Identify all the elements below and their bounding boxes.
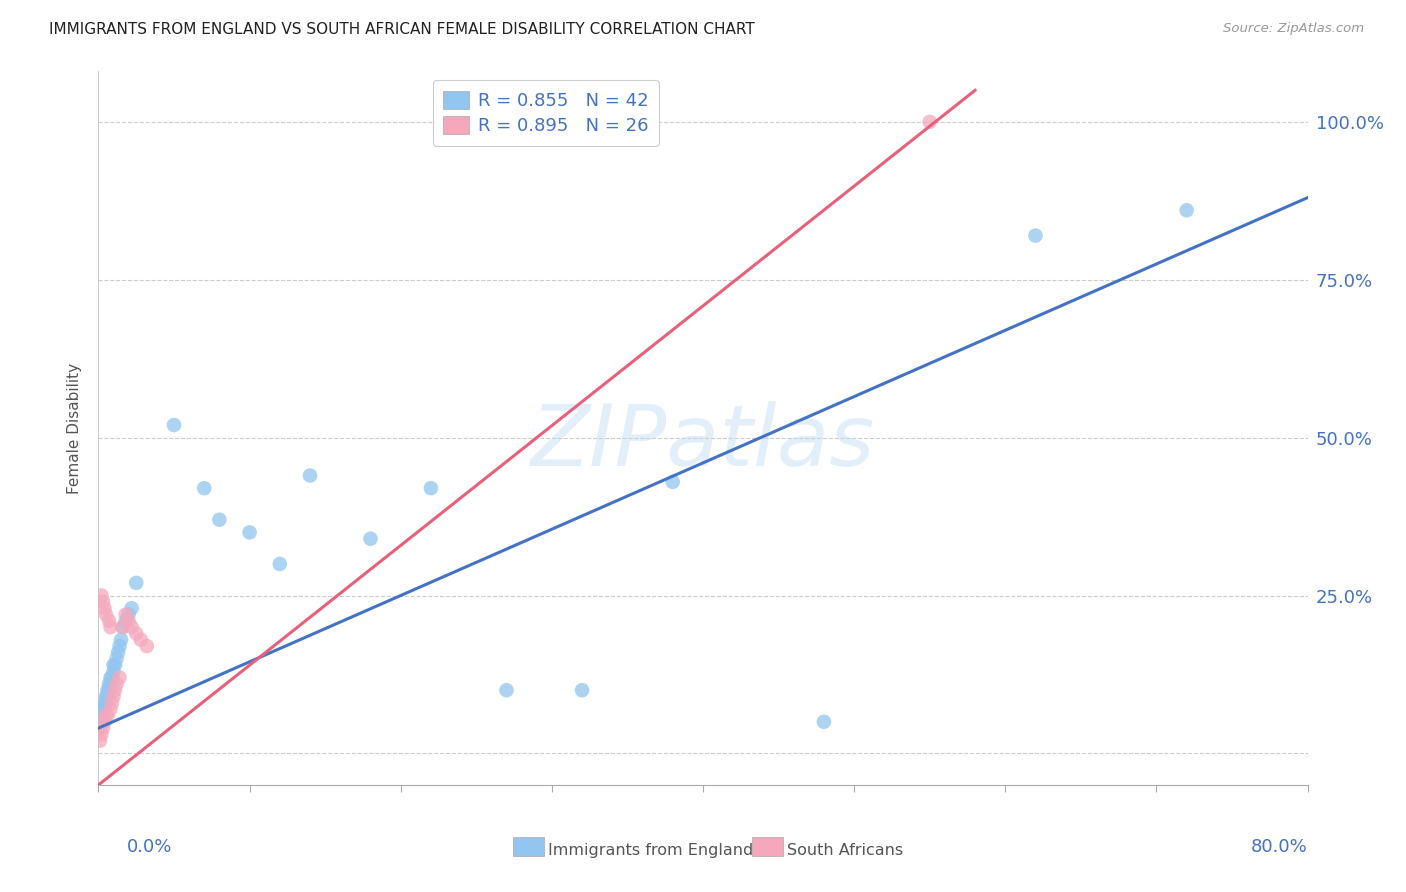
Point <box>571 683 593 698</box>
Point <box>135 639 157 653</box>
Point <box>90 727 112 741</box>
Legend: R = 0.855   N = 42, R = 0.895   N = 26: R = 0.855 N = 42, R = 0.895 N = 26 <box>433 80 659 146</box>
Point <box>90 708 112 723</box>
Point <box>163 417 186 432</box>
Point <box>98 614 121 628</box>
Point <box>100 677 122 691</box>
Point <box>98 683 121 698</box>
FancyBboxPatch shape <box>513 837 544 856</box>
Point <box>118 614 141 628</box>
Point <box>107 645 129 659</box>
Point <box>90 714 112 729</box>
Point <box>100 702 122 716</box>
Point <box>104 657 127 672</box>
Point <box>94 607 117 622</box>
Point <box>114 607 136 622</box>
Point <box>239 525 262 540</box>
Point <box>918 115 941 129</box>
Point <box>420 481 443 495</box>
Point <box>111 620 134 634</box>
Point <box>118 607 141 622</box>
Point <box>111 620 134 634</box>
Point <box>96 683 118 698</box>
Point <box>101 671 124 685</box>
Point <box>93 702 115 716</box>
Point <box>93 696 115 710</box>
Point <box>125 626 148 640</box>
Point <box>94 696 117 710</box>
Text: 0.0%: 0.0% <box>127 838 172 856</box>
Point <box>121 620 143 634</box>
Point <box>91 702 114 716</box>
Point <box>105 651 128 665</box>
Text: Source: ZipAtlas.com: Source: ZipAtlas.com <box>1223 22 1364 36</box>
Point <box>121 601 143 615</box>
Text: ZIPatlas: ZIPatlas <box>531 401 875 484</box>
Point <box>101 696 124 710</box>
Point <box>104 683 127 698</box>
Point <box>129 632 152 647</box>
Point <box>100 620 122 634</box>
Point <box>813 714 835 729</box>
Point <box>94 708 117 723</box>
Y-axis label: Female Disability: Female Disability <box>67 362 83 494</box>
Point <box>94 690 117 704</box>
Point <box>98 677 121 691</box>
Point <box>193 481 215 495</box>
Point <box>93 714 115 729</box>
Point <box>114 614 136 628</box>
Point <box>208 513 231 527</box>
Point <box>103 657 125 672</box>
Point <box>91 708 114 723</box>
Point <box>125 575 148 590</box>
Point <box>93 601 115 615</box>
Point <box>89 721 111 735</box>
Point <box>105 677 128 691</box>
Point <box>91 721 114 735</box>
Point <box>269 557 291 571</box>
Point <box>103 665 125 679</box>
Point <box>108 671 131 685</box>
Point <box>100 671 122 685</box>
Point <box>91 595 114 609</box>
Point <box>103 690 125 704</box>
Point <box>110 632 132 647</box>
Point <box>108 639 131 653</box>
Point <box>90 589 112 603</box>
Point <box>495 683 517 698</box>
Point <box>1175 203 1198 218</box>
Point <box>360 532 382 546</box>
Point <box>299 468 322 483</box>
Point <box>96 690 118 704</box>
Point <box>1024 228 1046 243</box>
Point <box>89 733 111 747</box>
Text: 80.0%: 80.0% <box>1251 838 1308 856</box>
Text: Immigrants from England: Immigrants from England <box>548 843 754 858</box>
Text: IMMIGRANTS FROM ENGLAND VS SOUTH AFRICAN FEMALE DISABILITY CORRELATION CHART: IMMIGRANTS FROM ENGLAND VS SOUTH AFRICAN… <box>49 22 755 37</box>
FancyBboxPatch shape <box>752 837 783 856</box>
Point <box>661 475 683 489</box>
Text: South Africans: South Africans <box>787 843 904 858</box>
Point <box>96 708 118 723</box>
